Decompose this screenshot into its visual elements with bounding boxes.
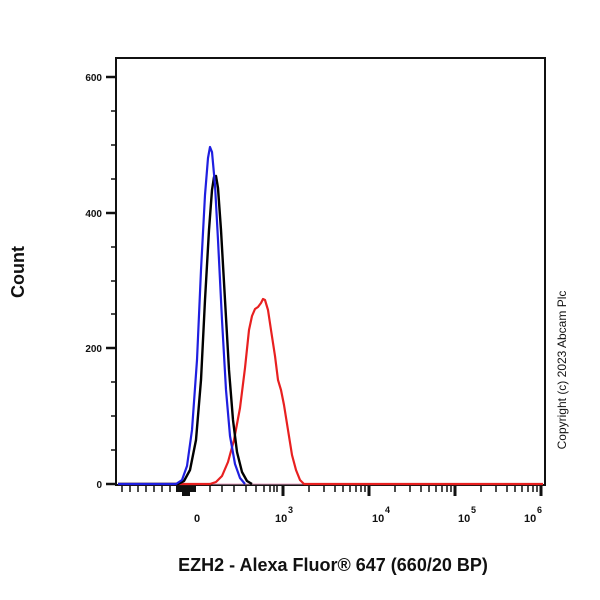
- y-axis: [106, 75, 116, 486]
- y-tick-label: 400: [85, 209, 102, 220]
- copyright-text: Copyright (c) 2023 Abcam Plc: [555, 291, 569, 450]
- svg-text:10: 10: [524, 513, 536, 525]
- black-histogram-series: [118, 174, 253, 486]
- y-tick-label: 0: [96, 480, 102, 491]
- svg-text:10: 10: [275, 513, 287, 525]
- x-tick-label: 0: [194, 513, 200, 525]
- y-tick-label: 200: [85, 344, 102, 355]
- x-axis: [121, 485, 543, 496]
- red-histogram-series: [118, 297, 543, 486]
- x-tick-label-1e4: 10 4: [372, 505, 390, 525]
- x-tick-label-1e5: 10 5: [458, 505, 476, 525]
- svg-text:5: 5: [471, 505, 476, 515]
- x-axis-title: EZH2 - Alexa Fluor® 647 (660/20 BP): [178, 555, 488, 575]
- blue-histogram-series: [118, 145, 246, 486]
- y-axis-title: Count: [8, 246, 28, 298]
- svg-text:10: 10: [458, 513, 470, 525]
- x-tick-label-1e6: 10 6: [524, 505, 542, 525]
- svg-text:6: 6: [537, 505, 542, 515]
- x-tick-label-1e3: 10 3: [275, 505, 293, 525]
- svg-text:4: 4: [385, 505, 390, 515]
- y-tick-label: 600: [85, 73, 102, 84]
- svg-text:10: 10: [372, 513, 384, 525]
- svg-text:3: 3: [288, 505, 293, 515]
- plot-frame: [115, 57, 546, 486]
